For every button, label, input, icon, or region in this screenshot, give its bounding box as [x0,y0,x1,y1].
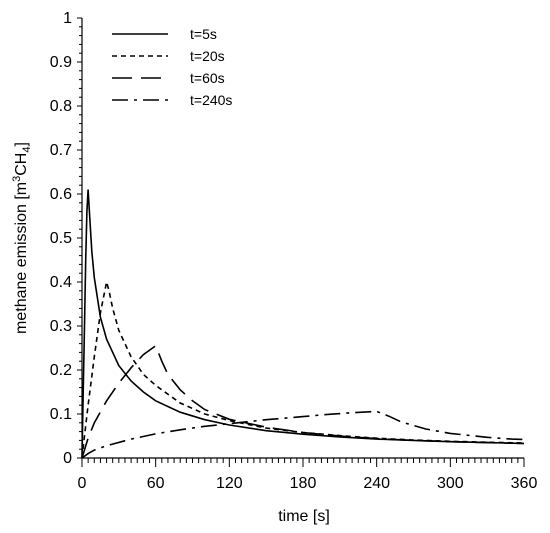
y-tick-label: 0.4 [50,274,72,291]
y-axis-label: methane emission [m3CH4] [11,142,33,334]
y-tick-label: 0.1 [50,406,72,423]
series-line-t-5s [81,189,525,459]
y-tick-label: 0.5 [50,230,72,247]
x-tick-label: 240 [363,475,390,492]
legend-label: t=240s [190,92,232,108]
x-tick-label: 0 [78,475,87,492]
y-axis-label-prefix: methane emission [m [13,182,30,334]
y-axis-label-sup: 3 [11,176,23,182]
y-tick-label: 0 [63,450,72,467]
y-tick-label: 1 [63,10,72,27]
series-line-t-240s [81,410,525,459]
y-tick-label: 0.6 [50,186,72,203]
series-line-t-60s [81,344,525,459]
y-tick-label: 0.3 [50,318,72,335]
y-tick-label: 0.7 [50,142,72,159]
legend: t=5s t=20s t=60s t=240s [112,26,232,108]
legend-label: t=5s [190,26,217,42]
y-axis-label-sub: 4 [21,147,33,153]
x-axis-label: time [s] [278,508,330,525]
y-tick-label: 0.8 [50,98,72,115]
x-tick-label: 300 [437,475,464,492]
y-tick-label: 0.9 [50,54,72,71]
legend-label: t=20s [190,48,225,64]
axis-ticks: 0 0.1 0.2 0.3 0.4 0.5 0.6 0.7 0.8 0.9 1 0 60 120 180 24… [50,10,538,492]
x-tick-label: 120 [216,475,243,492]
legend-label: t=60s [190,70,225,86]
y-axis-label-mid: CH [13,153,30,176]
x-tick-label: 180 [290,475,317,492]
x-tick-label: 60 [147,475,165,492]
y-tick-label: 0.2 [50,362,72,379]
series-lines [81,189,525,459]
series-line-t-20s [81,281,525,459]
y-axis-label-suffix: ] [13,142,30,146]
x-tick-label: 360 [511,475,538,492]
